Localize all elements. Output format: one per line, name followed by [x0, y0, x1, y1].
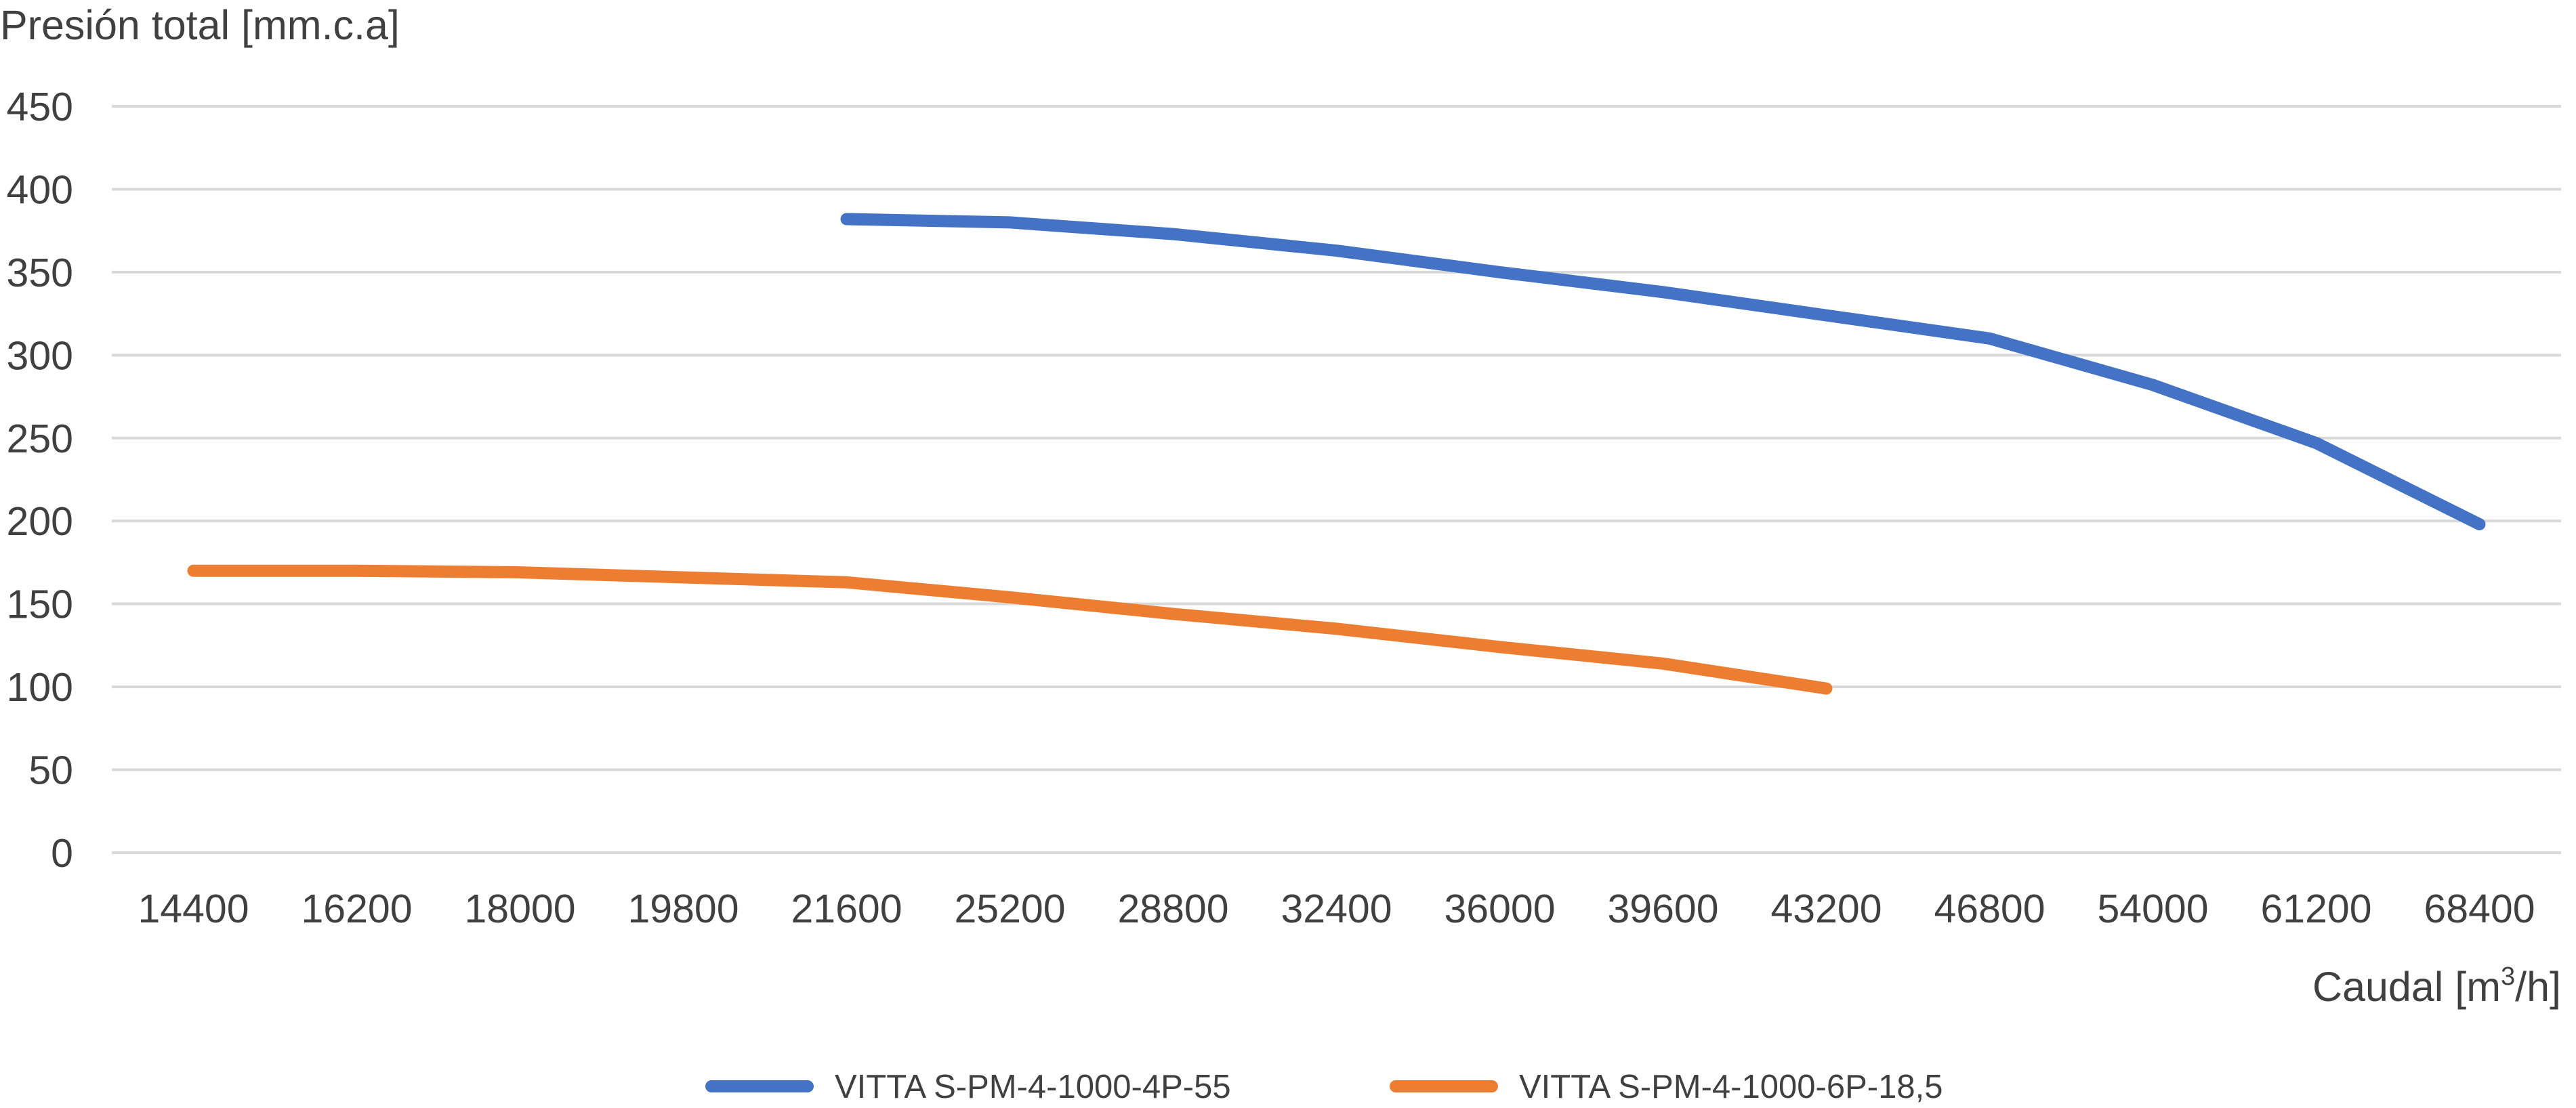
y-tick-label: 0 [51, 831, 73, 876]
x-tick-label: 21600 [791, 887, 902, 931]
series-line-1 [840, 213, 2486, 531]
x-axis-title-superscript: 3 [2501, 962, 2515, 991]
x-tick-label: 25200 [954, 887, 1065, 931]
y-axis-title: Presión total [mm.c.a] [0, 2, 400, 48]
y-tick-label: 400 [7, 167, 73, 212]
x-tick-label: 19800 [627, 887, 739, 931]
y-tick-label: 150 [7, 582, 73, 627]
x-tick-label: 16200 [301, 887, 412, 931]
x-tick-label: 36000 [1444, 887, 1555, 931]
x-tick-label: 54000 [2097, 887, 2208, 931]
x-axis-title-tail: /h] [2515, 964, 2561, 1010]
x-tick-label: 14400 [138, 887, 249, 931]
legend-label-2: VITTA S-PM-4-1000-6P-18,5 [1519, 1069, 1943, 1105]
x-tick-label: 32400 [1281, 887, 1392, 931]
y-tick-label: 450 [7, 85, 73, 129]
grid-lines [112, 105, 2561, 854]
x-tick-label: 39600 [1607, 887, 1718, 931]
legend-label-1: VITTA S-PM-4-1000-4P-55 [835, 1069, 1231, 1105]
y-tick-label: 200 [7, 499, 73, 544]
x-tick-label: 61200 [2260, 887, 2371, 931]
y-tick-label: 50 [28, 748, 73, 793]
y-tick-label: 250 [7, 417, 73, 461]
x-tick-label: 28800 [1117, 887, 1228, 931]
x-tick-label: 43200 [1770, 887, 1882, 931]
x-tick-label: 68400 [2424, 887, 2535, 931]
x-axis-ticks: 14400 16200 18000 19800 21600 25200 28800 32400… [138, 887, 2535, 931]
x-axis-title-main: Caudal [m [2312, 964, 2501, 1010]
series-lines [187, 213, 2486, 695]
y-tick-label: 350 [7, 251, 73, 295]
series-line-2 [187, 564, 1833, 695]
legend: VITTA S-PM-4-1000-4P-55 VITTA S-PM-4-1000… [705, 1069, 1943, 1105]
y-tick-label: 300 [7, 333, 73, 378]
y-axis-ticks: 0 50 100 150 200 250 300 350 400 450 [7, 85, 73, 876]
y-tick-label: 100 [7, 665, 73, 710]
x-axis-title: Caudal [m3/h] [2312, 962, 2561, 1010]
x-tick-label: 18000 [464, 887, 575, 931]
x-tick-label: 46800 [1934, 887, 2045, 931]
